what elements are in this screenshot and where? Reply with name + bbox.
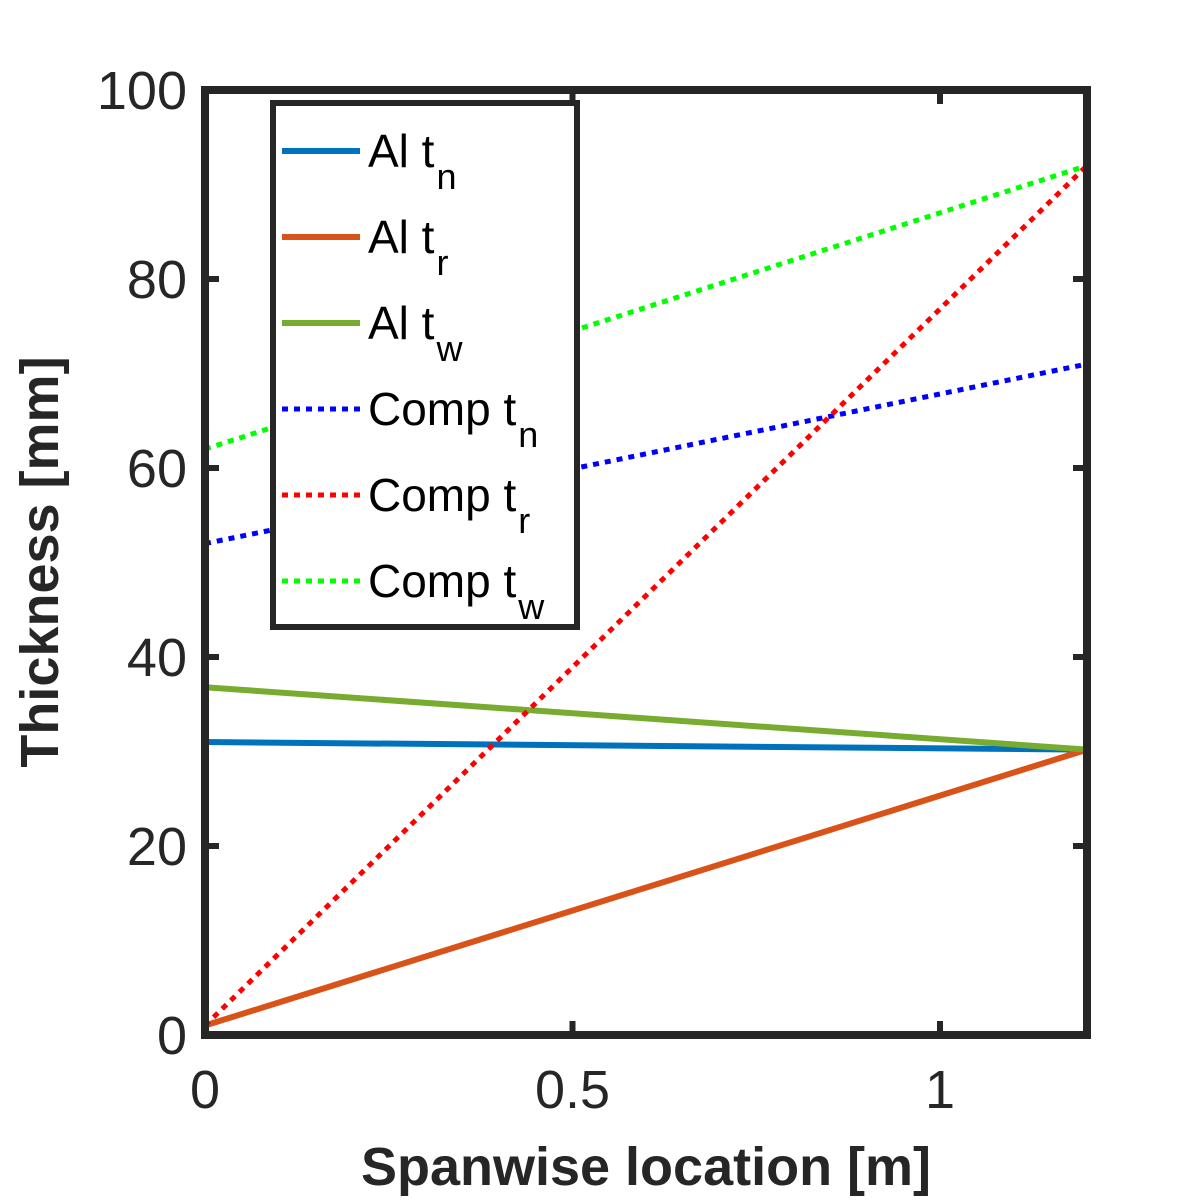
series-line-3 bbox=[204, 684, 1088, 753]
legend-entry: Al tn bbox=[282, 125, 457, 197]
tick-labels: 0 0.5 1 0 20 40 60 80 100 bbox=[97, 61, 955, 1120]
legend-entry: Al tw bbox=[282, 297, 463, 369]
legend-label: Comp tn bbox=[368, 383, 538, 455]
legend-label: Comp tw bbox=[368, 555, 545, 627]
x-axis-label: Spanwise location [m] bbox=[361, 1137, 931, 1197]
x-tick-label: 0 bbox=[190, 1060, 220, 1120]
y-tick-label: 100 bbox=[97, 61, 187, 121]
legend-box bbox=[270, 100, 580, 630]
y-axis-label: Thickness [mm] bbox=[10, 356, 70, 767]
y-tick-label: 0 bbox=[157, 1006, 187, 1066]
y-tick-label: 40 bbox=[127, 628, 187, 688]
x-tick-label: 1 bbox=[925, 1060, 955, 1120]
legend-label: Comp tr bbox=[368, 469, 530, 541]
legend-label: Al tn bbox=[368, 125, 457, 197]
legend-label: Al tr bbox=[368, 211, 448, 283]
legend-entry: Al tr bbox=[282, 211, 448, 283]
legend-entry: Comp tw bbox=[282, 555, 545, 627]
series-line-1 bbox=[204, 739, 1088, 753]
series-line-6 bbox=[204, 163, 1088, 452]
legend-entry: Comp tn bbox=[282, 383, 538, 455]
series-line-5 bbox=[203, 163, 1089, 1028]
x-tick-label: 0.5 bbox=[535, 1060, 610, 1120]
y-tick-label: 80 bbox=[127, 250, 187, 310]
legend: Al tn Al tr Al tw Comp tn Comp tr Comp tw bbox=[270, 100, 580, 630]
legend-label: Al tw bbox=[368, 297, 463, 369]
plot-frame bbox=[201, 86, 1091, 1039]
series-line-2 bbox=[204, 746, 1088, 1029]
y-tick-label: 20 bbox=[127, 817, 187, 877]
plot-lines bbox=[203, 163, 1089, 1029]
y-tick-label: 60 bbox=[127, 439, 187, 499]
legend-entry: Comp tr bbox=[282, 469, 530, 541]
